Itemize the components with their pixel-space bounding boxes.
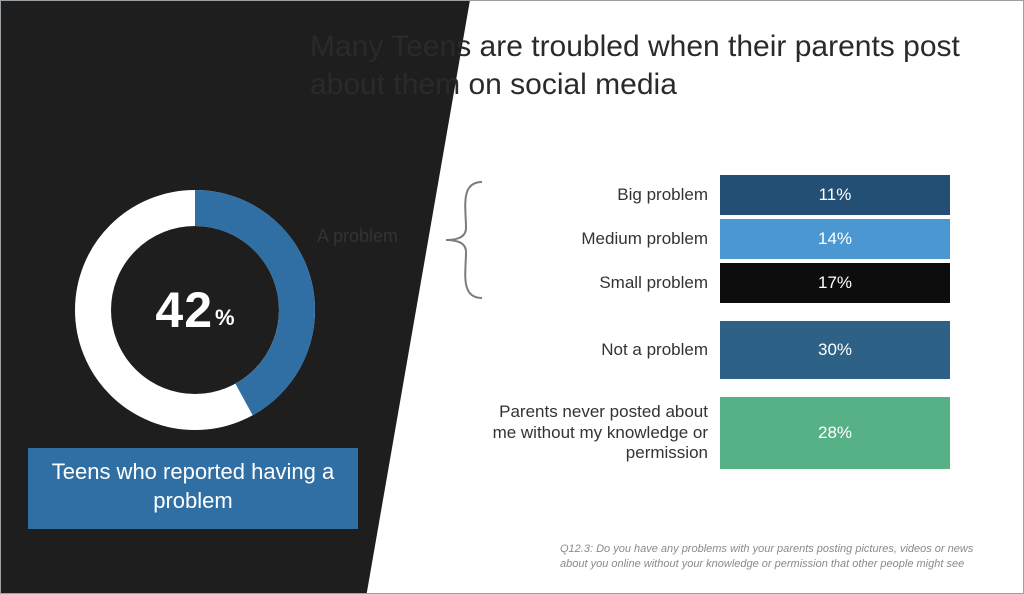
bar-row: Small problem17% [490,263,990,303]
bar-label: Big problem [490,175,720,215]
bar-value: 14% [720,219,950,259]
footnote-text: Q12.3: Do you have any problems with you… [560,542,990,572]
bar-label: Small problem [490,263,720,303]
bar-value: 28% [720,397,950,469]
bar-value: 17% [720,263,950,303]
group-brace-label: A problem [317,226,398,247]
donut-chart: 42% [75,190,315,430]
donut-caption: Teens who reported having a problem [28,448,358,529]
bar-label: Parents never posted about me without my… [490,397,720,469]
bar-label: Medium problem [490,219,720,259]
donut-center-label: 42% [75,190,315,430]
bar-row: Big problem11% [490,175,990,215]
group-brace-icon [410,178,490,302]
bar-value: 30% [720,321,950,379]
bar-value: 11% [720,175,950,215]
bar-row: Parents never posted about me without my… [490,397,990,469]
bar-chart: Big problem11%Medium problem14%Small pro… [490,175,990,473]
bar-label: Not a problem [490,321,720,379]
bar-row: Not a problem30% [490,321,990,379]
donut-percent-sign: % [215,305,235,331]
slide-title: Many Teens are troubled when their paren… [310,28,990,105]
bar-row: Medium problem14% [490,219,990,259]
donut-value: 42 [155,281,213,339]
